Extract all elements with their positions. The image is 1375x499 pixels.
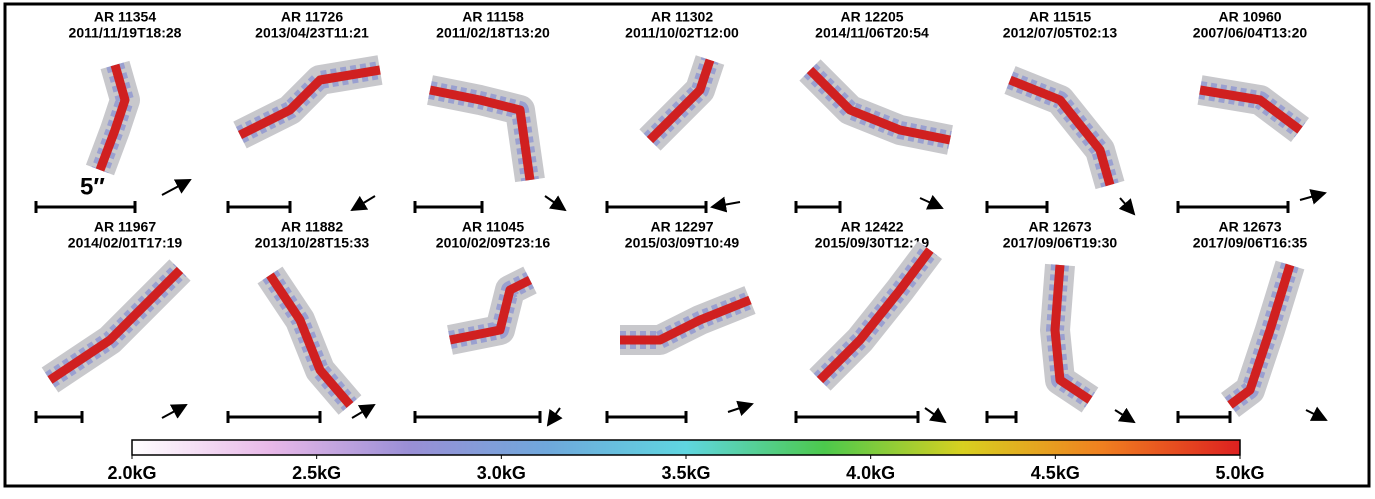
direction-arrow bbox=[548, 408, 560, 425]
colorbar-tick-label: 4.5kG bbox=[1031, 463, 1080, 483]
panel-time: 2015/03/09T10:49 bbox=[625, 235, 740, 251]
panel-time: 2017/09/06T16:35 bbox=[1193, 235, 1308, 251]
panel-region: AR 11302 bbox=[651, 9, 713, 25]
panel-time: 2011/11/19T18:28 bbox=[69, 25, 182, 41]
direction-arrow bbox=[1115, 410, 1134, 422]
panel-time: 2010/02/09T23:16 bbox=[436, 235, 551, 251]
direction-arrow bbox=[352, 405, 374, 418]
colorbar-tick-label: 2.0kG bbox=[107, 463, 156, 483]
panel-time: 2011/10/02T12:00 bbox=[625, 25, 739, 41]
panel-region: AR 12673 bbox=[1028, 219, 1091, 235]
direction-arrow bbox=[1306, 410, 1326, 420]
field-map-strong bbox=[270, 275, 350, 405]
panel-region: AR 11882 bbox=[281, 219, 343, 235]
colorbar-tick-label: 3.0kG bbox=[477, 463, 526, 483]
figure: AR 113542011/11/19T18:28 AR 117262013/04/… bbox=[0, 0, 1375, 494]
panel-region: AR 11045 bbox=[462, 219, 524, 235]
panel-region: AR 11967 bbox=[94, 219, 156, 235]
direction-arrow bbox=[925, 408, 945, 422]
panel-time: 2015/09/30T12:19 bbox=[815, 235, 930, 251]
direction-arrow bbox=[162, 405, 186, 418]
direction-arrow bbox=[162, 180, 190, 195]
panel-time: 2011/02/18T13:20 bbox=[436, 25, 550, 41]
colorbar-tick-label: 2.5kG bbox=[292, 463, 341, 483]
panel-time: 2017/09/06T19:30 bbox=[1003, 235, 1118, 251]
direction-arrow bbox=[1120, 198, 1134, 214]
panel-region: AR 11515 bbox=[1029, 9, 1091, 25]
colorbar-tick-label: 3.5kG bbox=[661, 463, 710, 483]
panel-time: 2013/04/23T11:21 bbox=[255, 25, 369, 41]
panel-time: 2014/02/01T17:19 bbox=[68, 235, 183, 251]
direction-arrow bbox=[728, 404, 752, 412]
panel-region: AR 10960 bbox=[1218, 9, 1281, 25]
panel-region: AR 12422 bbox=[840, 219, 903, 235]
direction-arrow bbox=[712, 202, 740, 207]
colorbar-tick-label: 5.0kG bbox=[1215, 463, 1264, 483]
direction-arrow bbox=[1300, 193, 1325, 200]
direction-arrow bbox=[352, 196, 375, 210]
panel-region: AR 12673 bbox=[1218, 219, 1281, 235]
colorbar bbox=[132, 440, 1240, 455]
panel-region: AR 12297 bbox=[650, 219, 713, 235]
direction-arrow bbox=[545, 196, 565, 210]
panel-region: AR 11726 bbox=[281, 9, 343, 25]
panel-time: 2014/11/06T20:54 bbox=[815, 25, 929, 41]
direction-arrow bbox=[920, 198, 942, 208]
panel-time: 2007/06/04T13:20 bbox=[1193, 25, 1308, 41]
panel-time: 2013/10/28T15:33 bbox=[255, 235, 370, 251]
panel-region: AR 11354 bbox=[94, 9, 156, 25]
field-map-strong bbox=[820, 250, 930, 380]
scale-label: 5″ bbox=[80, 173, 105, 200]
colorbar-tick-label: 4.0kG bbox=[846, 463, 895, 483]
panel-region: AR 12205 bbox=[840, 9, 903, 25]
panel-region: AR 11158 bbox=[462, 9, 524, 25]
panel-time: 2012/07/05T02:13 bbox=[1003, 25, 1118, 41]
